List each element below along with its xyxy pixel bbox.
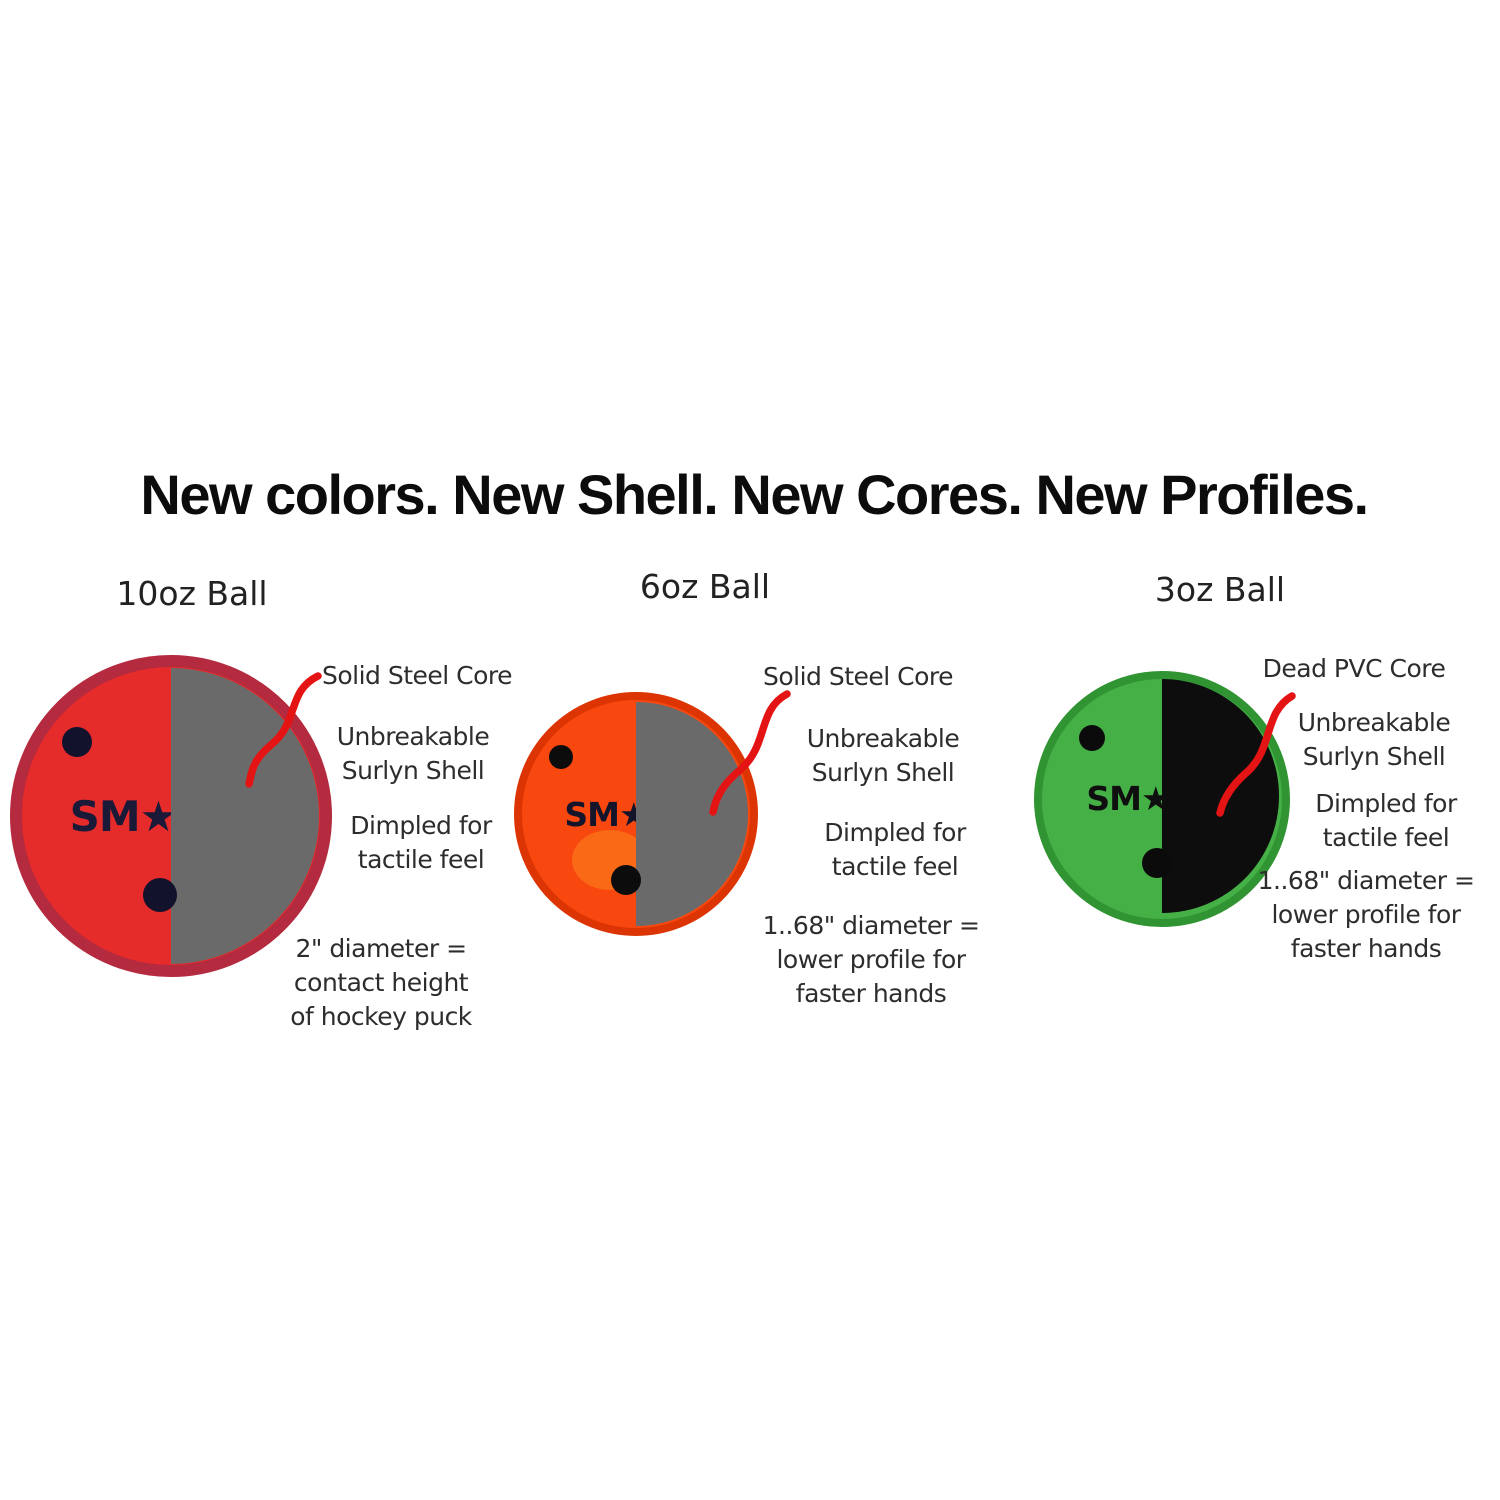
ball-10oz-logo: SM★ <box>70 792 177 841</box>
dimple-dot <box>549 745 573 769</box>
label-shell-3oz: Unbreakable Surlyn Shell <box>1298 706 1451 774</box>
label-core-6oz: Solid Steel Core <box>762 662 954 691</box>
ball-10oz-core-cutaway <box>171 668 319 964</box>
ball-title-6oz: 6oz Ball <box>639 567 771 606</box>
callout-arrow-10oz <box>245 672 322 788</box>
label-line: 1..68" diameter = <box>762 911 980 940</box>
dimple-dot <box>611 865 641 895</box>
ball-3oz-logo: SM★ <box>1086 779 1169 818</box>
label-dimples-6oz: Dimpled for tactile feel <box>824 816 966 884</box>
label-line: Surlyn Shell <box>811 758 955 787</box>
ball-6oz: SM★ <box>514 692 758 936</box>
dimple-dot <box>62 727 92 757</box>
label-line: tactile feel <box>357 845 485 874</box>
callout-arrow-3oz <box>1216 692 1296 817</box>
ball-10oz: SM★ <box>10 655 332 977</box>
label-dimples-3oz: Dimpled for tactile feel <box>1315 787 1457 855</box>
label-line: faster hands <box>795 979 947 1008</box>
dimple-dot <box>143 878 177 912</box>
label-line: Dimpled for <box>824 818 966 847</box>
ball-6oz-logo: SM★ <box>564 795 647 834</box>
label-line: Unbreakable <box>806 724 960 753</box>
label-core-10oz: Solid Steel Core <box>321 661 513 690</box>
label-line: lower profile for <box>776 945 966 974</box>
ball-title-10oz: 10oz Ball <box>116 574 268 613</box>
dimple-dot <box>1142 848 1172 878</box>
label-core-3oz: Dead PVC Core <box>1262 654 1446 683</box>
ball-6oz-core-cutaway <box>636 702 748 926</box>
dimple-dot <box>1079 725 1105 751</box>
label-line: lower profile for <box>1271 900 1461 929</box>
label-line: 1..68" diameter = <box>1257 866 1475 895</box>
label-line: Unbreakable <box>1297 708 1451 737</box>
label-shell-10oz: Unbreakable Surlyn Shell <box>337 720 490 788</box>
label-line: 2" diameter = <box>295 934 467 963</box>
label-line: tactile feel <box>1322 823 1450 852</box>
label-line: Dimpled for <box>350 811 492 840</box>
label-dimples-10oz: Dimpled for tactile feel <box>350 809 492 877</box>
label-line: Surlyn Shell <box>1302 742 1446 771</box>
label-size-10oz: 2" diameter = contact height of hockey p… <box>290 932 472 1034</box>
label-line: tactile feel <box>831 852 959 881</box>
callout-arrow-6oz <box>709 690 791 816</box>
ball-3oz-core-cutaway <box>1162 679 1279 913</box>
label-line: Dimpled for <box>1315 789 1457 818</box>
label-line: faster hands <box>1290 934 1442 963</box>
label-line: contact height <box>293 968 469 997</box>
label-line: of hockey puck <box>290 1002 472 1031</box>
label-size-6oz: 1..68" diameter = lower profile for fast… <box>763 909 980 1011</box>
ball-3oz: SM★ <box>1034 671 1290 927</box>
label-shell-6oz: Unbreakable Surlyn Shell <box>807 722 960 790</box>
page-title: New colors. New Shell. New Cores. New Pr… <box>140 463 1369 526</box>
label-line: Unbreakable <box>336 722 490 751</box>
label-line: Surlyn Shell <box>341 756 485 785</box>
label-size-3oz: 1..68" diameter = lower profile for fast… <box>1258 864 1475 966</box>
ball-title-3oz: 3oz Ball <box>1154 570 1286 609</box>
